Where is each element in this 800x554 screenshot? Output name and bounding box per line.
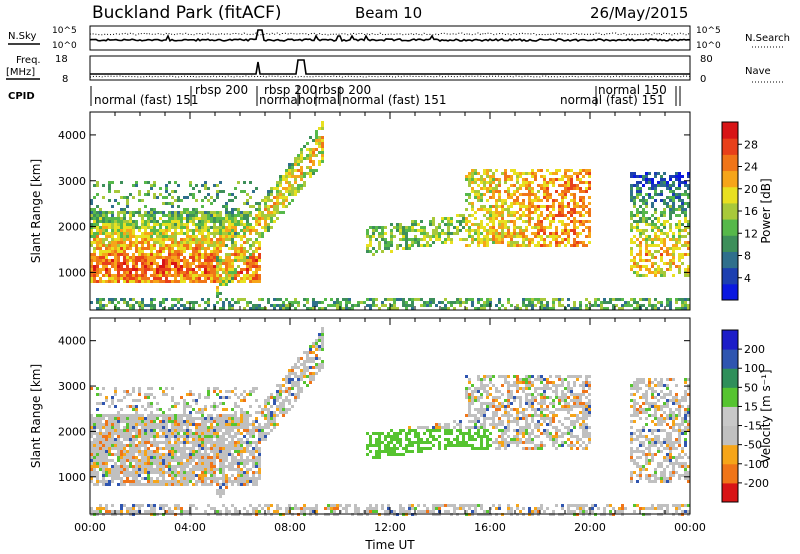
power-colorbar-tick-0: 4 <box>744 272 751 285</box>
velocity-colorbar-label: Velocity [m s⁻¹] <box>759 369 773 462</box>
nave-label: Nave <box>745 66 771 77</box>
nsearch-tick-bottom: 10^0 <box>696 41 721 51</box>
nsearch-tick-top: 10^5 <box>696 26 721 36</box>
power-panel: 1000 2000 3000 4000 Slant Range [km] 4 8 12 16… <box>29 111 773 311</box>
velocity-colorbar-tick-2: -50 <box>744 439 762 452</box>
velocity-colorbar-swatch <box>722 368 738 388</box>
power-ylabel: Slant Range [km] <box>29 159 43 263</box>
beam-title: Beam 10 <box>355 4 422 22</box>
freq-tick-bottom: 8 <box>62 74 68 85</box>
cpid-seg-1: normal (fast) 151 <box>94 93 198 107</box>
cpid-label: CPID <box>8 91 35 102</box>
velocity-colorbar-swatch <box>722 406 738 427</box>
power-colorbar-swatch <box>722 219 738 236</box>
velocity-colorbar-tick-7: 200 <box>744 343 765 356</box>
power-colorbar-tick-6: 28 <box>744 138 758 151</box>
power-colorbar-label: Power [dB] <box>759 178 773 243</box>
nsky-panel: N.Sky 10^5 10^0 10^5 10^0 N.Search <box>8 25 790 51</box>
velocity-colorbar-swatch <box>722 349 738 369</box>
power-y-axis: 1000 2000 3000 4000 <box>58 129 690 279</box>
power-colorbar-tick-1: 8 <box>744 250 751 263</box>
freq-series <box>90 59 690 75</box>
nsky-label: N.Sky <box>8 31 36 42</box>
power-colorbar-tick-4: 20 <box>744 183 758 196</box>
velocity-colorbar-swatch <box>722 425 738 446</box>
power-colorbar-swatch <box>722 154 738 172</box>
power-colorbar-swatch <box>722 138 738 155</box>
velocity-heatmap <box>90 327 690 516</box>
cpid-seg-4: rbsp 200 <box>264 83 317 97</box>
power-ytick-0: 1000 <box>58 266 86 279</box>
velocity-panel: 1000 2000 3000 4000 00:00 04:00 08:00 12:00 16:… <box>29 317 773 552</box>
date-title: 26/May/2015 <box>590 4 688 22</box>
power-ytick-3: 4000 <box>58 129 86 142</box>
cpid-seg-6: rbsp 200 <box>318 83 371 97</box>
velocity-xtick-2: 08:00 <box>274 521 306 534</box>
velocity-colorbar: -200 -100 -50 -15 15 50 100 200 <box>721 329 769 503</box>
velocity-colorbar-tick-1: -100 <box>744 458 769 471</box>
velocity-ytick-2: 3000 <box>58 380 86 393</box>
velocity-colorbar-swatch <box>722 444 738 465</box>
nsearch-series <box>89 32 691 36</box>
nave-series <box>89 75 691 78</box>
velocity-colorbar-swatch <box>722 463 738 484</box>
nave-tick-top: 80 <box>700 54 713 65</box>
velocity-ytick-1: 2000 <box>58 425 86 438</box>
cpid-seg-3: normal <box>259 93 301 107</box>
velocity-y-axis: 1000 2000 3000 4000 <box>58 335 690 484</box>
velocity-x-axis: 00:00 04:00 08:00 12:00 16:00 20:00 00:00 <box>74 318 706 534</box>
freq-tick-top: 18 <box>55 54 68 65</box>
velocity-colorbar-tick-4: 15 <box>744 400 758 413</box>
nsky-tick-top: 10^5 <box>52 26 77 36</box>
power-colorbar-swatch <box>722 202 738 220</box>
power-colorbar-swatch <box>722 235 738 252</box>
velocity-xtick-4: 16:00 <box>474 521 506 534</box>
velocity-ytick-3: 4000 <box>58 335 86 348</box>
nsky-series <box>89 29 691 43</box>
velocity-xlabel: Time UT <box>364 538 415 552</box>
velocity-xtick-1: 04:00 <box>174 521 206 534</box>
freq-unit-label: [MHz] <box>6 67 35 78</box>
cpid-seg-8: normal 150 <box>598 83 667 97</box>
velocity-colorbar-swatch <box>722 387 738 407</box>
velocity-colorbar-tick-6: 100 <box>744 362 765 375</box>
power-x-axis <box>89 112 691 310</box>
velocity-colorbar-swatch <box>722 482 738 503</box>
cpid-seg-7: normal (fast) 151 <box>342 93 446 107</box>
nave-tick-bottom: 0 <box>700 74 706 85</box>
velocity-xtick-5: 20:00 <box>574 521 606 534</box>
cpid-row: CPID normal (fast) 151 rbsp 200 normal r… <box>8 83 681 107</box>
freq-panel: Freq. [MHz] 18 8 80 0 Nave <box>6 54 784 85</box>
velocity-ytick-0: 1000 <box>58 471 86 484</box>
velocity-colorbar-tick-5: 50 <box>744 381 758 394</box>
site-title: Buckland Park (fitACF) <box>92 3 282 23</box>
power-colorbar-swatch <box>722 170 738 188</box>
velocity-xtick-0: 00:00 <box>74 521 106 534</box>
power-colorbar-tick-5: 24 <box>744 161 758 174</box>
velocity-ylabel: Slant Range [km] <box>29 364 43 468</box>
power-ytick-1: 2000 <box>58 221 86 234</box>
velocity-colorbar-swatch <box>722 330 738 350</box>
nsearch-label: N.Search <box>745 33 790 44</box>
power-colorbar-swatch <box>722 267 738 285</box>
power-ytick-2: 3000 <box>58 175 86 188</box>
nsky-tick-bottom: 10^0 <box>52 41 77 51</box>
velocity-colorbar-tick-3: -15 <box>744 420 762 433</box>
velocity-xtick-3: 12:00 <box>374 521 406 534</box>
cpid-seg-5: normal <box>298 93 340 107</box>
power-colorbar-swatch <box>722 251 738 269</box>
power-colorbar-swatch <box>722 283 738 301</box>
velocity-colorbar-tick-0: -200 <box>744 477 769 490</box>
power-colorbar-swatch <box>722 186 738 204</box>
power-heatmap <box>90 121 690 310</box>
velocity-xtick-6: 00:00 <box>674 521 706 534</box>
freq-label: Freq. <box>16 55 41 66</box>
power-colorbar-tick-2: 12 <box>744 227 758 240</box>
cpid-seg-2: rbsp 200 <box>195 83 248 97</box>
power-colorbar-swatch <box>722 122 738 139</box>
power-colorbar: 4 8 12 16 20 24 28 <box>721 121 758 301</box>
power-colorbar-tick-3: 16 <box>744 205 758 218</box>
cpid-seg-9: normal (fast) 151 <box>560 93 664 107</box>
